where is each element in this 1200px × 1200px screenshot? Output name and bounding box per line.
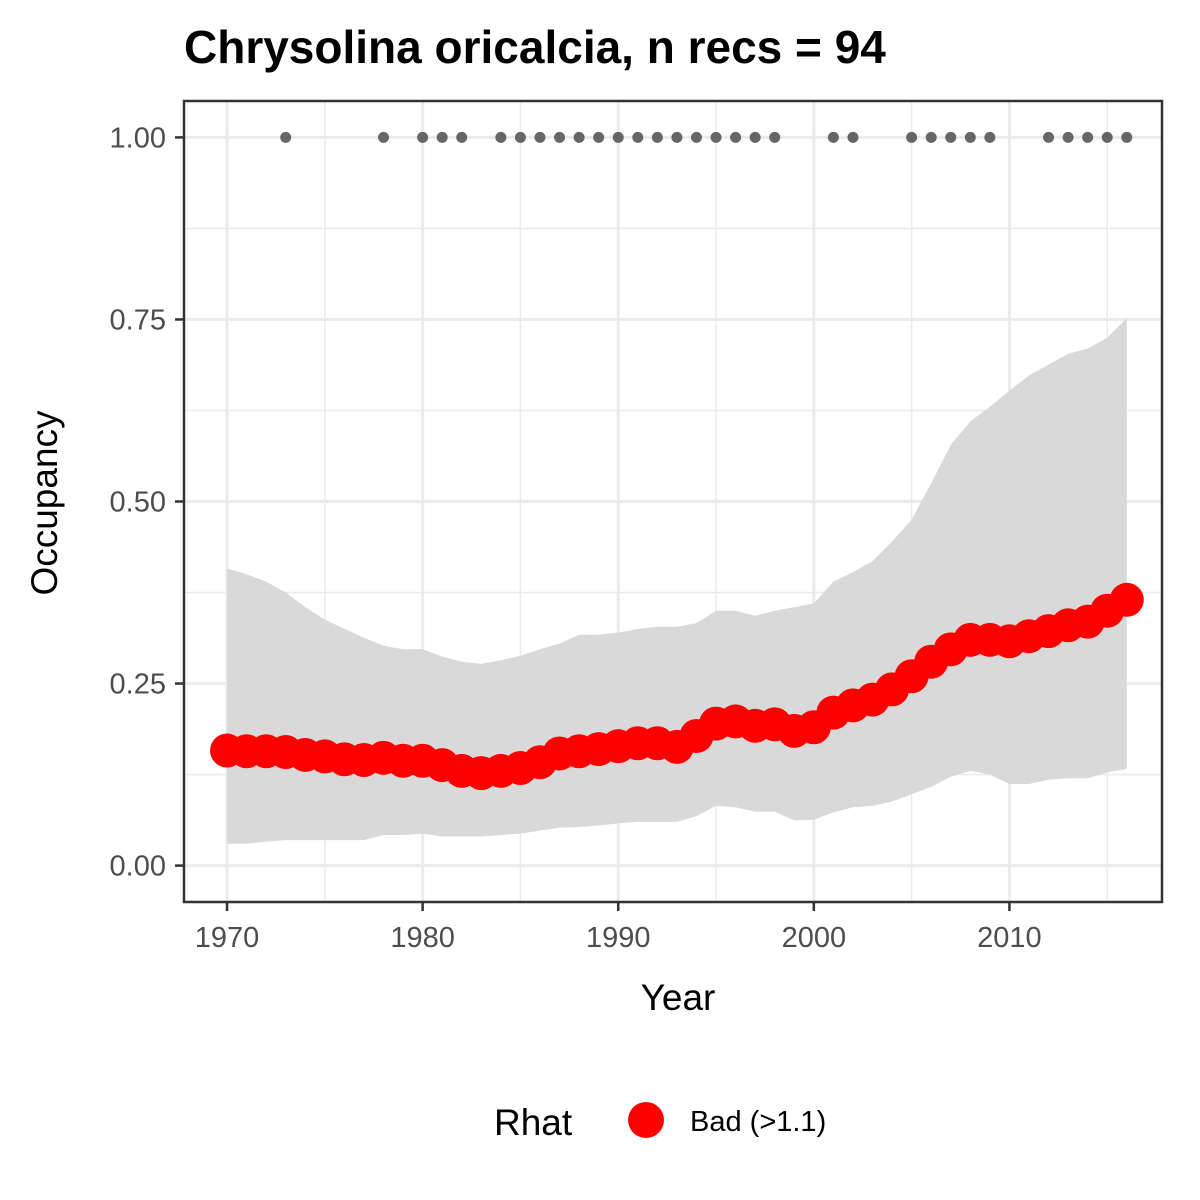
y-tick-label: 0.00 [110, 851, 166, 883]
record-point [710, 131, 722, 143]
record-point [671, 131, 683, 143]
record-point [514, 131, 526, 143]
x-tick-label: 1970 [195, 922, 260, 954]
record-point [1043, 131, 1055, 143]
record-point [651, 131, 663, 143]
record-point [417, 131, 429, 143]
record-point [906, 131, 918, 143]
record-point [632, 131, 644, 143]
record-point [378, 131, 390, 143]
occupancy-point [1109, 582, 1144, 617]
y-tick-label: 0.75 [110, 304, 166, 336]
record-point [1062, 131, 1074, 143]
y-tick-label: 0.25 [110, 669, 166, 701]
record-point [612, 131, 624, 143]
record-point [945, 131, 957, 143]
x-tick-label: 1980 [390, 922, 455, 954]
record-point [554, 131, 566, 143]
legend-key-bad [628, 1102, 664, 1138]
record-point [1121, 131, 1133, 143]
x-axis-title: Year [641, 977, 716, 1018]
record-points [280, 131, 1133, 143]
y-tick-label: 0.50 [110, 487, 166, 519]
y-tick-label: 1.00 [110, 122, 166, 154]
record-point [573, 131, 585, 143]
record-point [925, 131, 937, 143]
y-axis-title: Occupancy [24, 410, 65, 596]
chart-title: Chrysolina oricalcia, n recs = 94 [184, 21, 886, 73]
record-point [690, 131, 702, 143]
record-point [964, 131, 976, 143]
record-point [593, 131, 605, 143]
record-point [280, 131, 292, 143]
legend-title: Rhat [494, 1102, 573, 1143]
record-point [730, 131, 742, 143]
record-point [456, 131, 468, 143]
legend: Rhat Bad (>1.1) [494, 1102, 826, 1143]
record-point [847, 131, 859, 143]
x-tick-label: 2000 [782, 922, 847, 954]
x-tick-label: 1990 [586, 922, 651, 954]
record-point [495, 131, 507, 143]
record-point [534, 131, 546, 143]
occupancy-series [210, 582, 1144, 791]
record-point [827, 131, 839, 143]
confidence-ribbon-area [227, 318, 1127, 844]
record-point [769, 131, 781, 143]
record-point [749, 131, 761, 143]
confidence-ribbon [227, 318, 1127, 844]
record-point [1101, 131, 1113, 143]
record-point [984, 131, 996, 143]
record-point [436, 131, 448, 143]
x-tick-label: 2010 [977, 922, 1042, 954]
legend-label-bad: Bad (>1.1) [690, 1106, 826, 1138]
record-point [1082, 131, 1094, 143]
axes: 1970 1980 1990 2000 2010 0.00 0.25 0.50 0.75 1.00 [110, 122, 1042, 954]
